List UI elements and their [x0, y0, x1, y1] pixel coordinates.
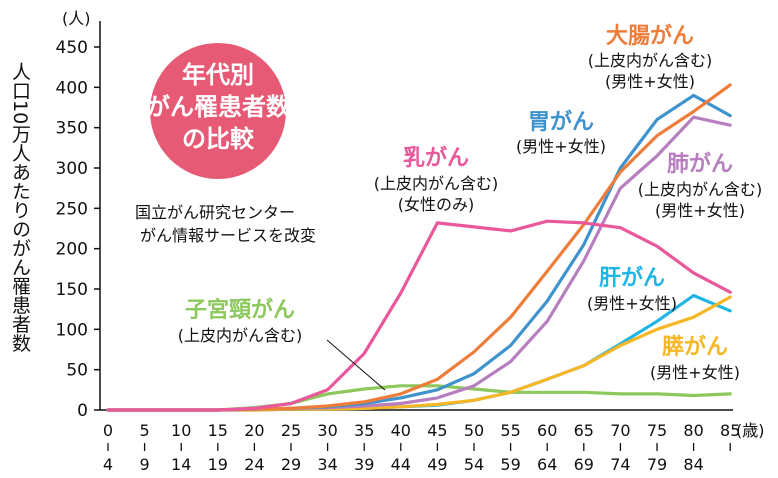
x-tick-label-bottom: 19 — [208, 455, 228, 474]
label-cervical: 子宮頸がん (上皮内がん含む) — [178, 297, 303, 345]
x-tick-label-bottom: 79 — [647, 455, 667, 474]
x-tick-label-bottom: 34 — [317, 455, 337, 474]
x-tick-label-top: 60 — [537, 421, 557, 440]
x-tick-label-bottom: 14 — [171, 455, 191, 474]
cervical-leader-line — [326, 339, 386, 391]
series-note-colorectal-1: (上皮内がん含む) — [588, 51, 713, 70]
label-pancreas: 膵がん (男性+女性) — [650, 334, 740, 382]
y-tick-label: 450 — [56, 38, 88, 58]
series-note-liver-1: (男性+女性) — [587, 294, 677, 313]
y-axis-label: 人口10万人あたりのがん罹患者数 — [9, 62, 31, 352]
x-tick-label-top: 55 — [500, 421, 520, 440]
x-tick-label-bottom: 84 — [683, 455, 703, 474]
label-colorectal: 大腸がん (上皮内がん含む) (男性+女性) — [588, 23, 713, 91]
x-tick-label-top: 65 — [574, 421, 594, 440]
series-lines — [106, 83, 732, 412]
series-name-colorectal: 大腸がん — [606, 23, 694, 49]
y-unit-label: (人) — [62, 9, 91, 28]
y-tick-label: 0 — [77, 401, 88, 421]
x-tick-label-bottom: 9 — [140, 455, 150, 474]
source-line-1: 国立がん研究センター — [135, 203, 295, 222]
series-note-stomach-1: (男性+女性) — [516, 137, 606, 156]
x-tick-label-bottom: 74 — [610, 455, 630, 474]
series-name-cervical: 子宮頸がん — [185, 297, 295, 323]
x-tick-label-bottom: 49 — [427, 455, 447, 474]
badge-line-1: 年代別 — [182, 61, 254, 89]
x-tick-label-top: 5 — [140, 421, 150, 440]
series-note-pancreas-1: (男性+女性) — [650, 363, 740, 382]
label-breast: 乳がん (上皮内がん含む) (女性のみ) — [374, 145, 499, 214]
label-lung: 肺がん (上皮内がん含む) (男性+女性) — [638, 151, 763, 220]
title-badge: 年代別 がん罹患者数 の比較 — [146, 43, 291, 179]
y-tick-label: 400 — [56, 78, 88, 98]
badge-line-3: の比較 — [182, 125, 255, 153]
series-note-lung-2: (男性+女性) — [655, 201, 745, 220]
x-tick-label-top: 75 — [647, 421, 667, 440]
x-tick-label-bottom: 69 — [574, 455, 594, 474]
x-tick-label-top: 80 — [683, 421, 703, 440]
x-tick-label-top: 35 — [354, 421, 374, 440]
y-tick-label: 200 — [56, 240, 88, 260]
x-tick-label-top: 40 — [391, 421, 411, 440]
series-note-breast-1: (上皮内がん含む) — [374, 174, 499, 193]
x-unit-label: (歳) — [736, 421, 765, 440]
series-note-lung-1: (上皮内がん含む) — [638, 180, 763, 199]
series-line-0 — [106, 219, 732, 412]
series-note-colorectal-2: (男性+女性) — [605, 72, 695, 91]
x-tick-label-top: 45 — [427, 421, 447, 440]
series-name-stomach: 胃がん — [528, 109, 594, 135]
y-ticks: 0 50 100 150 200 250 300 350 400 450 — [56, 38, 100, 421]
x-tick-label-top: 30 — [317, 421, 337, 440]
series-note-cervical-1: (上皮内がん含む) — [178, 326, 303, 345]
x-tick-label-top: 10 — [171, 421, 191, 440]
y-tick-label: 50 — [66, 361, 88, 381]
x-tick-label-bottom: 54 — [464, 455, 484, 474]
y-tick-label: 300 — [56, 159, 88, 179]
x-tick-label-top: 25 — [281, 421, 301, 440]
label-liver: 肝がん (男性+女性) — [587, 265, 677, 313]
series-name-liver: 肝がん — [599, 265, 665, 291]
x-tick-label-top: 50 — [464, 421, 484, 440]
label-stomach: 胃がん (男性+女性) — [516, 109, 606, 156]
y-tick-label: 350 — [56, 119, 88, 139]
y-tick-label: 250 — [56, 199, 88, 219]
badge-line-2: がん罹患者数 — [146, 93, 291, 121]
x-tick-label-bottom: 44 — [391, 455, 411, 474]
x-tick-label-bottom: 24 — [244, 455, 264, 474]
source-line-2: がん情報サービスを改変 — [140, 226, 316, 245]
series-name-pancreas: 膵がん — [662, 334, 728, 360]
x-tick-label-bottom: 64 — [537, 455, 557, 474]
x-tick-label-bottom: 29 — [281, 455, 301, 474]
x-tick-label-top: 0 — [103, 421, 113, 440]
title-badge-circle — [150, 43, 286, 179]
x-tick-label-top: 70 — [610, 421, 630, 440]
series-name-breast: 乳がん — [403, 145, 469, 171]
series-name-lung: 肺がん — [667, 151, 733, 177]
x-tick-label-top: 85 — [720, 421, 740, 440]
y-tick-label: 100 — [56, 320, 88, 340]
y-tick-label: 150 — [56, 280, 88, 300]
x-tick-label-bottom: 39 — [354, 455, 374, 474]
series-note-breast-2: (女性のみ) — [398, 195, 475, 214]
x-ticks: 0459101415192024252930343539404445495054… — [103, 421, 740, 474]
x-tick-label-top: 15 — [208, 421, 228, 440]
x-tick-label-bottom: 4 — [103, 455, 113, 474]
x-tick-label-bottom: 59 — [500, 455, 520, 474]
x-tick-label-top: 20 — [244, 421, 264, 440]
